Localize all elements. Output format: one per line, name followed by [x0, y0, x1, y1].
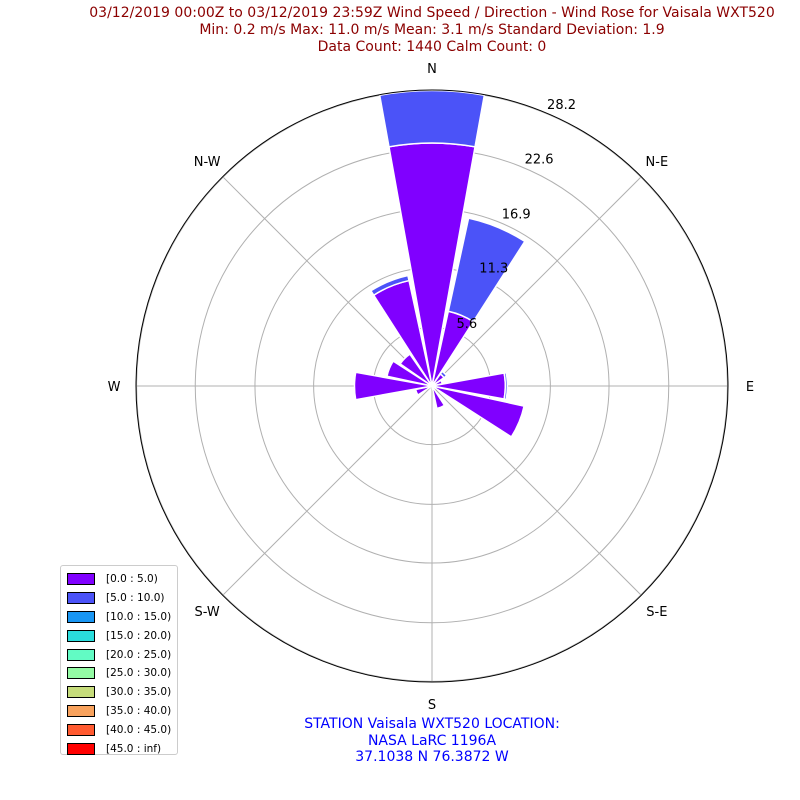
- station-info: STATION Vaisala WXT520 LOCATION: NASA La…: [0, 716, 800, 766]
- legend-label: [30.0 : 35.0): [106, 686, 172, 699]
- petal-bin-0-5: [399, 353, 433, 387]
- legend-item: [25.0 : 30.0): [67, 664, 177, 683]
- direction-label: E: [746, 380, 754, 395]
- direction-label: S-W: [194, 605, 219, 620]
- legend-label: [20.0 : 25.0): [106, 648, 172, 661]
- petal-bin-5-10: [447, 217, 526, 323]
- legend-label: [10.0 : 15.0): [106, 610, 172, 623]
- legend-label: [25.0 : 30.0): [106, 667, 172, 680]
- legend-item: [5.0 : 10.0): [67, 589, 177, 608]
- petal-bin-5-10: [369, 274, 410, 297]
- grid-spoke: [431, 385, 642, 596]
- legend-label: [40.0 : 45.0): [106, 723, 172, 736]
- petal-bin-5-10: [439, 370, 448, 379]
- petal-bin-0-5: [431, 385, 446, 410]
- title-line-2: Min: 0.2 m/s Max: 11.0 m/s Mean: 3.1 m/s…: [199, 22, 665, 38]
- chart-title: 03/12/2019 00:00Z to 03/12/2019 23:59Z W…: [0, 5, 800, 56]
- radial-tick-label: 22.6: [525, 152, 554, 167]
- legend-swatch: [67, 573, 95, 586]
- legend-item: [20.0 : 25.0): [67, 645, 177, 664]
- legend-swatch: [67, 610, 95, 623]
- legend-swatch: [67, 629, 95, 642]
- legend-item: [45.0 : inf): [67, 739, 177, 758]
- station-line-1: STATION Vaisala WXT520 LOCATION:: [304, 716, 560, 732]
- legend-label: [35.0 : 40.0): [106, 704, 172, 717]
- legend-label: [5.0 : 10.0): [106, 592, 165, 605]
- legend-item: [15.0 : 20.0): [67, 626, 177, 645]
- direction-label: N-W: [194, 155, 221, 170]
- petal-bin-0-5: [353, 371, 433, 401]
- legend-item: [40.0 : 45.0): [67, 720, 177, 739]
- title-line-1: 03/12/2019 00:00Z to 03/12/2019 23:59Z W…: [89, 5, 775, 21]
- direction-label: W: [108, 380, 121, 395]
- legend-swatch: [67, 686, 95, 699]
- direction-label: S-E: [646, 605, 667, 620]
- direction-label: N-E: [646, 155, 669, 170]
- legend-item: [30.0 : 35.0): [67, 683, 177, 702]
- station-line-2: NASA LaRC 1196A: [367, 732, 497, 749]
- legend-item: [10.0 : 15.0): [67, 608, 177, 627]
- outer-circle: [135, 89, 729, 683]
- direction-label: N: [427, 62, 437, 77]
- direction-label: S: [428, 698, 436, 713]
- legend-swatch: [67, 667, 95, 680]
- petal-bin-0-5: [386, 360, 433, 387]
- grid-spoke: [431, 176, 642, 387]
- legend-swatch: [67, 742, 95, 755]
- radial-tick-label: 28.2: [547, 98, 576, 113]
- title-line-3: Data Count: 1440 Calm Count: 0: [317, 39, 547, 55]
- legend-swatch: [67, 723, 95, 736]
- station-line-3: 37.1038 N 76.3872 W: [355, 749, 509, 765]
- legend-swatch: [67, 648, 95, 661]
- legend-item: [35.0 : 40.0): [67, 702, 177, 721]
- legend-label: [45.0 : inf): [106, 742, 162, 755]
- legend-label: [0.0 : 5.0): [106, 573, 158, 586]
- radial-tick-label: 5.6: [456, 317, 477, 332]
- petal-bin-0-5: [431, 385, 526, 438]
- grid-spoke: [222, 176, 433, 387]
- legend: [0.0 : 5.0) [5.0 : 10.0) [10.0 : 15.0) [15.…: [60, 565, 178, 755]
- legend-item: [0.0 : 5.0): [67, 570, 177, 589]
- legend-label: [15.0 : 20.0): [106, 629, 172, 642]
- petal-bin-5-10: [503, 371, 509, 401]
- petal-bin-5-10: [378, 89, 486, 148]
- radial-tick-label: 16.9: [502, 207, 531, 222]
- legend-swatch: [67, 592, 95, 605]
- grid-spoke: [222, 385, 433, 596]
- legend-swatch: [67, 704, 95, 717]
- radial-tick-label: 11.3: [479, 262, 508, 277]
